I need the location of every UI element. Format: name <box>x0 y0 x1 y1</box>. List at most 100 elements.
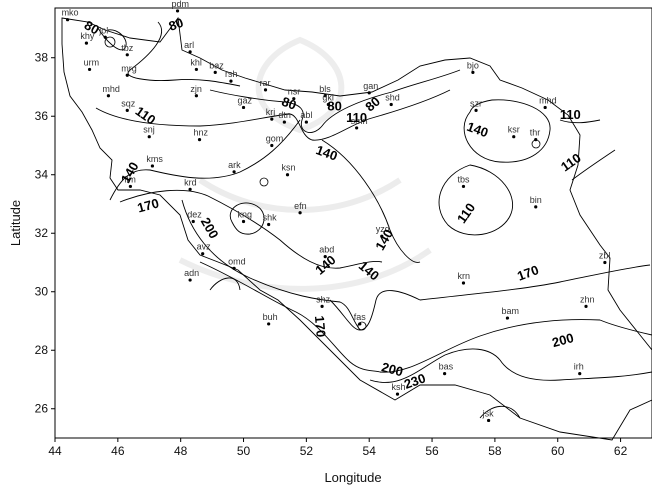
station-dot <box>263 88 268 92</box>
station-label: zhn <box>580 294 595 304</box>
contour-value-label: 140 <box>314 142 340 164</box>
contour-value-label: 80 <box>82 17 102 37</box>
station-dot <box>267 322 271 326</box>
station-dot <box>125 53 129 57</box>
station-label: zjn <box>190 84 202 94</box>
contour-value-label: 230 <box>402 370 428 392</box>
station-dot <box>367 91 371 95</box>
y-tick-label: 26 <box>35 402 49 416</box>
station-label: gom <box>266 133 284 143</box>
station-label: krn <box>457 271 470 281</box>
contour-line <box>463 99 551 163</box>
station-label: ksh <box>391 382 405 392</box>
contour-line <box>209 69 461 133</box>
station-label: abl <box>300 110 312 120</box>
station-dot <box>292 97 296 101</box>
station-label: yzd <box>376 224 390 234</box>
station-label: mhd <box>102 84 120 94</box>
station-dot <box>578 372 582 376</box>
station-dot <box>197 138 202 142</box>
station-label: shz <box>316 294 331 304</box>
contour-value-label: 110 <box>346 110 367 125</box>
station-dot <box>191 219 195 224</box>
contour-closed-ring <box>104 36 116 48</box>
station-label: rsh <box>225 69 238 79</box>
station-dot <box>106 94 111 98</box>
x-tick-label: 58 <box>488 444 502 458</box>
station-label: efn <box>294 201 307 211</box>
station-dot <box>213 70 217 74</box>
station-dot <box>285 173 290 177</box>
contour-line <box>571 149 616 181</box>
station-label: arl <box>184 40 194 50</box>
station-label: snj <box>143 125 155 135</box>
station-dot <box>270 143 274 148</box>
contour-closed-ring <box>357 321 367 331</box>
y-tick-label: 36 <box>35 109 49 123</box>
contour-closed-ring <box>259 177 269 187</box>
station-dot <box>201 252 205 256</box>
station-label: gkl <box>322 93 334 103</box>
station-label: dtn <box>278 110 291 120</box>
station-dot <box>543 105 547 110</box>
station-dot <box>389 102 393 107</box>
contour-line <box>199 261 601 373</box>
contour-line <box>599 319 652 336</box>
station-dot <box>270 117 274 121</box>
contour-line <box>479 405 521 419</box>
contour-line <box>559 119 601 124</box>
y-tick-label: 38 <box>35 51 49 65</box>
station-label: fas <box>354 312 367 322</box>
station-label: thr <box>530 128 541 138</box>
station-label: pdm <box>172 0 190 9</box>
station-dot <box>474 108 478 112</box>
contour-value-label: 80 <box>280 94 299 113</box>
station-label: khl <box>190 57 202 67</box>
station-label: mko <box>62 8 79 18</box>
contour-line <box>209 277 241 291</box>
station-dot <box>194 94 198 98</box>
x-tick-label: 46 <box>111 444 125 458</box>
x-tick-label: 48 <box>174 444 188 458</box>
station-dot <box>487 418 491 423</box>
contour-line <box>119 189 383 269</box>
contour-line <box>438 164 514 236</box>
station-label: shk <box>263 212 278 222</box>
station-dot <box>267 222 271 227</box>
station-dot <box>505 316 510 320</box>
station-dot <box>512 135 516 139</box>
y-tick-label: 34 <box>35 168 49 182</box>
contour-line <box>321 139 421 263</box>
station-label: adn <box>184 268 199 278</box>
contour-value-label: 170 <box>136 195 161 215</box>
station-dot <box>461 281 466 285</box>
station-label: ksn <box>282 163 296 173</box>
station-dot <box>188 278 192 282</box>
station-dot <box>320 304 324 308</box>
x-axis-title: Longitude <box>324 470 381 485</box>
station-label: jol <box>98 25 108 35</box>
station-dot <box>534 205 538 209</box>
station-label: urm <box>84 57 100 67</box>
station-dot <box>188 187 192 191</box>
contour-value-label: 200 <box>380 359 405 379</box>
contour-line <box>109 119 301 201</box>
station-dot <box>603 260 607 265</box>
contour-value-label: 110 <box>560 107 581 122</box>
station-dot <box>304 120 308 124</box>
station-dot <box>232 170 236 174</box>
contour-line <box>329 290 421 331</box>
station-label: gaz <box>238 95 253 105</box>
axis-ticks: 44 46 48 50 52 54 56 58 60 62 26 28 30 32 34 36 38 <box>35 51 628 458</box>
station-label: zbl <box>599 250 611 260</box>
contour-value-label: 170 <box>515 262 541 284</box>
station-dot <box>461 184 466 189</box>
station-dot <box>395 392 400 396</box>
station-label: rar <box>260 78 271 88</box>
x-tick-label: 62 <box>614 444 628 458</box>
y-tick-label: 28 <box>35 343 49 357</box>
station-dot <box>188 50 192 54</box>
station-dot <box>147 135 151 139</box>
